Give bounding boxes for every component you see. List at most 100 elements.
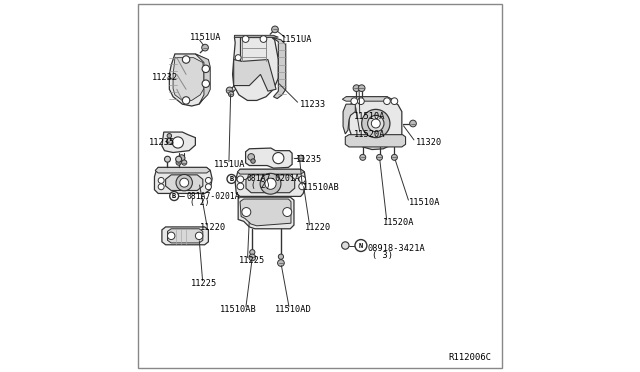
Circle shape xyxy=(273,153,284,164)
Text: 1151UA: 1151UA xyxy=(214,160,246,169)
Circle shape xyxy=(182,160,187,165)
Circle shape xyxy=(355,240,367,251)
Polygon shape xyxy=(246,175,294,193)
Polygon shape xyxy=(170,54,209,106)
Circle shape xyxy=(166,138,172,144)
Circle shape xyxy=(278,260,284,266)
Circle shape xyxy=(164,156,170,162)
Circle shape xyxy=(182,56,190,63)
Text: ( 3): ( 3) xyxy=(372,251,393,260)
Polygon shape xyxy=(240,199,291,226)
Circle shape xyxy=(342,242,349,249)
Circle shape xyxy=(371,119,380,128)
Polygon shape xyxy=(234,35,278,37)
Text: 11510A: 11510A xyxy=(410,198,441,207)
Circle shape xyxy=(299,183,305,190)
Circle shape xyxy=(235,55,241,61)
Polygon shape xyxy=(156,167,211,173)
Polygon shape xyxy=(346,97,402,150)
Circle shape xyxy=(248,154,255,160)
Polygon shape xyxy=(271,37,286,99)
Text: 11510AB: 11510AB xyxy=(303,183,339,192)
Polygon shape xyxy=(232,37,278,100)
Text: 11510AB: 11510AB xyxy=(220,305,256,314)
Text: N: N xyxy=(359,243,363,248)
Circle shape xyxy=(228,92,234,97)
Text: 11220: 11220 xyxy=(305,223,331,232)
Circle shape xyxy=(227,87,233,94)
Circle shape xyxy=(410,120,417,127)
Circle shape xyxy=(251,159,255,163)
Circle shape xyxy=(237,183,244,190)
Text: 11233: 11233 xyxy=(300,100,326,109)
Polygon shape xyxy=(162,132,195,153)
Polygon shape xyxy=(237,169,305,174)
Polygon shape xyxy=(166,175,203,190)
Circle shape xyxy=(205,184,211,190)
Circle shape xyxy=(182,97,190,104)
Text: ( 2): ( 2) xyxy=(190,198,210,207)
Text: 11232: 11232 xyxy=(152,73,178,82)
Circle shape xyxy=(158,177,164,183)
Circle shape xyxy=(392,154,397,160)
Circle shape xyxy=(249,254,255,261)
Text: R112006C: R112006C xyxy=(448,353,491,362)
Circle shape xyxy=(179,155,185,161)
Polygon shape xyxy=(342,97,392,101)
Text: ( 2): ( 2) xyxy=(251,181,271,190)
Circle shape xyxy=(260,173,281,194)
Circle shape xyxy=(242,208,251,217)
Circle shape xyxy=(202,65,209,73)
Circle shape xyxy=(202,80,209,87)
Circle shape xyxy=(351,98,358,105)
Circle shape xyxy=(265,178,276,189)
Text: B: B xyxy=(229,176,234,182)
Circle shape xyxy=(260,36,267,42)
Circle shape xyxy=(383,98,390,105)
Circle shape xyxy=(367,115,384,132)
Circle shape xyxy=(202,44,209,51)
Circle shape xyxy=(172,137,184,148)
Circle shape xyxy=(376,154,383,160)
Text: 11225: 11225 xyxy=(191,279,217,288)
Circle shape xyxy=(358,85,365,92)
Circle shape xyxy=(353,85,360,92)
Text: 11220: 11220 xyxy=(200,223,227,232)
Polygon shape xyxy=(154,167,212,193)
Circle shape xyxy=(283,208,292,217)
Text: 11510AD: 11510AD xyxy=(275,305,312,314)
Polygon shape xyxy=(234,60,276,91)
Polygon shape xyxy=(173,58,204,100)
Text: 11520A: 11520A xyxy=(383,218,415,227)
Polygon shape xyxy=(238,197,294,229)
Text: 1151UA: 1151UA xyxy=(280,35,312,44)
Text: 081A7-0201A: 081A7-0201A xyxy=(186,192,240,201)
Circle shape xyxy=(391,98,397,105)
Circle shape xyxy=(158,184,164,190)
Circle shape xyxy=(271,26,278,33)
Circle shape xyxy=(168,232,175,240)
Polygon shape xyxy=(343,104,355,134)
Text: 081A7-0201A: 081A7-0201A xyxy=(246,174,300,183)
Text: B: B xyxy=(172,193,176,199)
Circle shape xyxy=(180,178,189,187)
Circle shape xyxy=(243,36,249,42)
Polygon shape xyxy=(195,54,211,104)
Circle shape xyxy=(362,109,390,138)
Circle shape xyxy=(360,154,365,160)
Circle shape xyxy=(298,155,304,161)
Text: 11320: 11320 xyxy=(416,138,442,147)
Circle shape xyxy=(176,160,181,165)
Circle shape xyxy=(358,98,364,105)
Circle shape xyxy=(227,174,236,183)
Polygon shape xyxy=(246,148,292,168)
Circle shape xyxy=(195,232,203,240)
Polygon shape xyxy=(346,135,406,147)
Polygon shape xyxy=(240,37,268,61)
Circle shape xyxy=(237,176,244,183)
Polygon shape xyxy=(168,229,203,243)
Circle shape xyxy=(176,174,193,191)
Text: 11225: 11225 xyxy=(239,256,266,265)
Circle shape xyxy=(167,134,172,138)
Text: 11235: 11235 xyxy=(296,155,322,164)
